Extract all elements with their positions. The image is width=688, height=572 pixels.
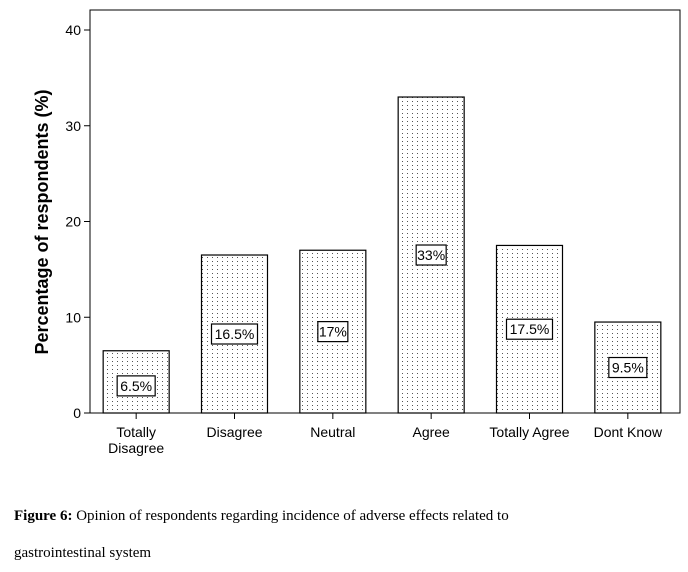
figure-caption-line1: Figure 6: Opinion of respondents regardi… — [14, 508, 509, 525]
data-label-box — [210, 323, 259, 345]
data-label: 6.5% — [120, 378, 152, 394]
y-tick-label: 30 — [65, 118, 81, 134]
data-label: 33% — [417, 247, 445, 263]
plot-frame — [89, 9, 681, 414]
bar-chart: 0 10 20 30 40 6.5% 16.5% 17% 33% 17.5% 9.5% Total… — [32, 9, 681, 456]
data-label: 17.5% — [510, 321, 550, 337]
data-label-box — [608, 356, 648, 379]
x-tick-label: Totally Disagree — [108, 424, 164, 456]
x-tick-label: Totally Agree — [489, 424, 569, 440]
figure-caption-label: Figure 6: — [14, 508, 73, 524]
data-label-box — [317, 321, 349, 343]
y-axis-label: Percentage of respondents (%) — [32, 89, 52, 354]
data-label-box — [505, 318, 554, 340]
data-label-box — [415, 244, 447, 266]
figure-caption-text: Opinion of respondents regarding inciden… — [72, 508, 509, 524]
data-label: 9.5% — [612, 360, 644, 376]
y-tick-label: 0 — [73, 405, 81, 421]
y-tick-label: 40 — [65, 22, 81, 38]
x-tick-label: Agree — [412, 424, 450, 440]
x-tick-label: Neutral — [310, 424, 355, 440]
y-tick-label: 10 — [65, 309, 81, 325]
x-axis: Totally Disagree Disagree Neutral Agree Total… — [108, 413, 663, 456]
data-label: 16.5% — [215, 326, 255, 342]
bars: 6.5% 16.5% 17% 33% 17.5% 9.5% — [102, 96, 662, 414]
figure-caption-line2: gastrointestinal system — [14, 545, 152, 561]
data-label: 17% — [319, 324, 347, 340]
x-tick-label: Disagree — [206, 424, 262, 440]
y-tick-label: 20 — [65, 214, 81, 230]
x-tick-label: Dont Know — [594, 424, 663, 440]
y-axis: 0 10 20 30 40 — [65, 9, 681, 421]
data-label-box — [116, 375, 156, 397]
